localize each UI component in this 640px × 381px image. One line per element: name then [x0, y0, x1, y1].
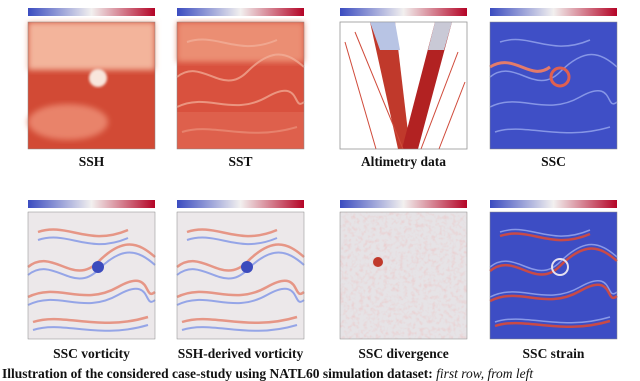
- swirl: [489, 90, 618, 108]
- swirl: [181, 324, 298, 332]
- colorbar: [28, 8, 155, 16]
- swirl: [489, 243, 618, 272]
- panel: SSC: [489, 8, 618, 169]
- colorbar: [177, 200, 304, 208]
- swirl: [176, 53, 305, 82]
- map-frame: [27, 211, 156, 340]
- swirl: [32, 324, 149, 332]
- swirl: [32, 315, 149, 324]
- eddy: [89, 69, 107, 87]
- map-bottom: [177, 112, 304, 149]
- panel: SSC vorticity: [27, 200, 156, 361]
- swirl: [499, 228, 591, 237]
- swirl: [27, 287, 156, 306]
- panel-title: SSH: [79, 154, 105, 169]
- track-top: [370, 22, 400, 50]
- thin-track: [438, 81, 466, 150]
- colorbar: [177, 8, 304, 16]
- swirl: [176, 89, 305, 108]
- panel: Altimetry data: [339, 8, 468, 169]
- colorbar: [490, 8, 617, 16]
- panel: SSC divergence: [339, 200, 468, 361]
- colorbar: [340, 200, 467, 208]
- panel-title: SSH-derived vorticity: [178, 346, 304, 361]
- thin-track: [420, 51, 459, 150]
- eddy: [373, 257, 383, 267]
- eddy: [551, 258, 569, 276]
- caption-rest: first row, from left: [436, 366, 534, 381]
- panel: SSC strain: [489, 200, 618, 361]
- swirl: [489, 53, 618, 82]
- jet: [489, 61, 551, 73]
- track: [370, 22, 410, 149]
- warm: [28, 104, 108, 140]
- swirl: [494, 316, 611, 324]
- swirl: [176, 287, 305, 306]
- swirl: [186, 236, 278, 246]
- panel-title: SSC divergence: [358, 346, 448, 361]
- noise: [340, 212, 467, 339]
- map-frame: [339, 21, 468, 150]
- swirl: [181, 315, 298, 324]
- panel: SSH: [27, 8, 156, 169]
- caption: Illustration of the considered case-stud…: [2, 366, 534, 381]
- eddy: [241, 261, 253, 273]
- thin-track: [344, 41, 377, 150]
- swirl: [186, 228, 278, 238]
- swirl: [176, 279, 305, 299]
- swirl: [186, 38, 278, 48]
- eddy: [92, 261, 104, 273]
- swirl: [37, 228, 129, 238]
- panel-title: SSC strain: [523, 346, 585, 361]
- swirl: [489, 280, 618, 298]
- swirl: [489, 283, 618, 303]
- swirl: [27, 279, 156, 299]
- colorbar: [340, 8, 467, 16]
- swirl: [489, 247, 618, 276]
- panel-title: SST: [228, 154, 252, 169]
- eddy: [549, 66, 571, 88]
- swirl: [37, 236, 129, 246]
- map-frame: [339, 211, 468, 340]
- map-frame: [176, 21, 305, 150]
- swirl: [494, 126, 611, 134]
- panel-title: Altimetry data: [361, 154, 446, 169]
- track: [402, 22, 452, 149]
- map-bg: [490, 22, 617, 149]
- map-top: [28, 22, 155, 70]
- map-frame: [176, 211, 305, 340]
- panel-title: SSC: [541, 154, 566, 169]
- panel-title: SSC vorticity: [53, 346, 130, 361]
- caption-lead: Illustration of the considered case-stud…: [2, 366, 433, 381]
- colorbar: [490, 200, 617, 208]
- swirl: [499, 232, 591, 242]
- swirl: [499, 38, 591, 47]
- colorbar: [28, 200, 155, 208]
- panel: SSH-derived vorticity: [176, 200, 305, 361]
- panel: SST: [176, 8, 305, 169]
- map-frame: [489, 211, 618, 340]
- swirl: [494, 319, 611, 328]
- thin-track: [354, 31, 404, 150]
- map-frame: [489, 21, 618, 150]
- map-frame: [27, 21, 156, 150]
- track-top: [428, 22, 452, 50]
